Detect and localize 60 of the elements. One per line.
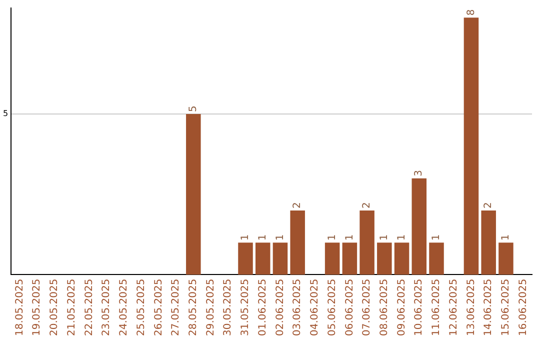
x-tick-label: 15.06.2025 (500, 278, 512, 336)
data-label: 1 (500, 234, 512, 241)
data-label: 1 (431, 234, 442, 241)
bar (377, 242, 392, 275)
x-tick-label: 14.06.2025 (483, 278, 494, 336)
x-tick-label: 26.05.2025 (153, 278, 164, 336)
data-label: 1 (240, 234, 252, 241)
x-tick-label: 19.05.2025 (32, 278, 43, 336)
bar (238, 242, 253, 275)
x-tick-label: 02.06.2025 (274, 278, 286, 336)
x-tick-label: 04.06.2025 (310, 278, 321, 336)
bar (290, 210, 305, 275)
bar (498, 242, 514, 275)
data-label: 8 (466, 9, 477, 16)
bar (360, 210, 374, 275)
x-tick-label: 07.06.2025 (362, 278, 373, 336)
x-tick-label: 24.05.2025 (118, 278, 130, 336)
x-tick-label: 12.06.2025 (448, 278, 460, 336)
x-tick-label: 22.05.2025 (84, 278, 95, 336)
x-tick-label: 11.06.2025 (431, 278, 442, 336)
data-label: 2 (362, 202, 373, 208)
x-tick-label: 08.06.2025 (379, 278, 390, 336)
data-label: 2 (292, 202, 304, 208)
bar (186, 114, 201, 275)
x-tick-label: 21.05.2025 (66, 278, 78, 336)
x-tick-label: 28.05.2025 (188, 278, 199, 336)
bar (272, 242, 288, 275)
x-tick-label: 16.06.2025 (518, 278, 529, 336)
bar (429, 242, 444, 275)
x-tick-label: 18.05.2025 (14, 278, 26, 336)
data-label: 3 (414, 170, 425, 176)
bar (342, 242, 358, 275)
bar (481, 210, 496, 275)
x-tick-label: 30.05.2025 (222, 278, 234, 336)
data-label: 1 (257, 234, 268, 241)
x-tick-label: 25.05.2025 (136, 278, 147, 336)
x-tick-label: 31.05.2025 (240, 278, 252, 336)
bar (255, 242, 270, 275)
x-tick-label: 23.05.2025 (101, 278, 112, 336)
data-label: 1 (274, 234, 286, 241)
data-label: 1 (396, 234, 408, 241)
data-label: 5 (188, 106, 199, 112)
data-label: 1 (379, 234, 390, 241)
data-label: 2 (483, 202, 494, 208)
data-label: 1 (344, 234, 356, 241)
x-tick-label: 10.06.2025 (414, 278, 425, 336)
x-tick-label: 29.05.2025 (205, 278, 216, 336)
bar (324, 242, 340, 275)
bar (464, 18, 479, 275)
x-tick-label: 20.05.2025 (49, 278, 60, 336)
x-tick-label: 05.06.2025 (326, 278, 338, 336)
bar (394, 242, 410, 275)
x-tick-label: 27.05.2025 (170, 278, 182, 336)
x-tick-label: 06.06.2025 (344, 278, 356, 336)
x-tick-label: 13.06.2025 (466, 278, 477, 336)
bar (412, 178, 427, 275)
x-tick-label: 09.06.2025 (396, 278, 408, 336)
data-label: 1 (326, 234, 338, 241)
x-tick-label: 03.06.2025 (292, 278, 304, 336)
x-tick-label: 01.06.2025 (257, 278, 268, 336)
